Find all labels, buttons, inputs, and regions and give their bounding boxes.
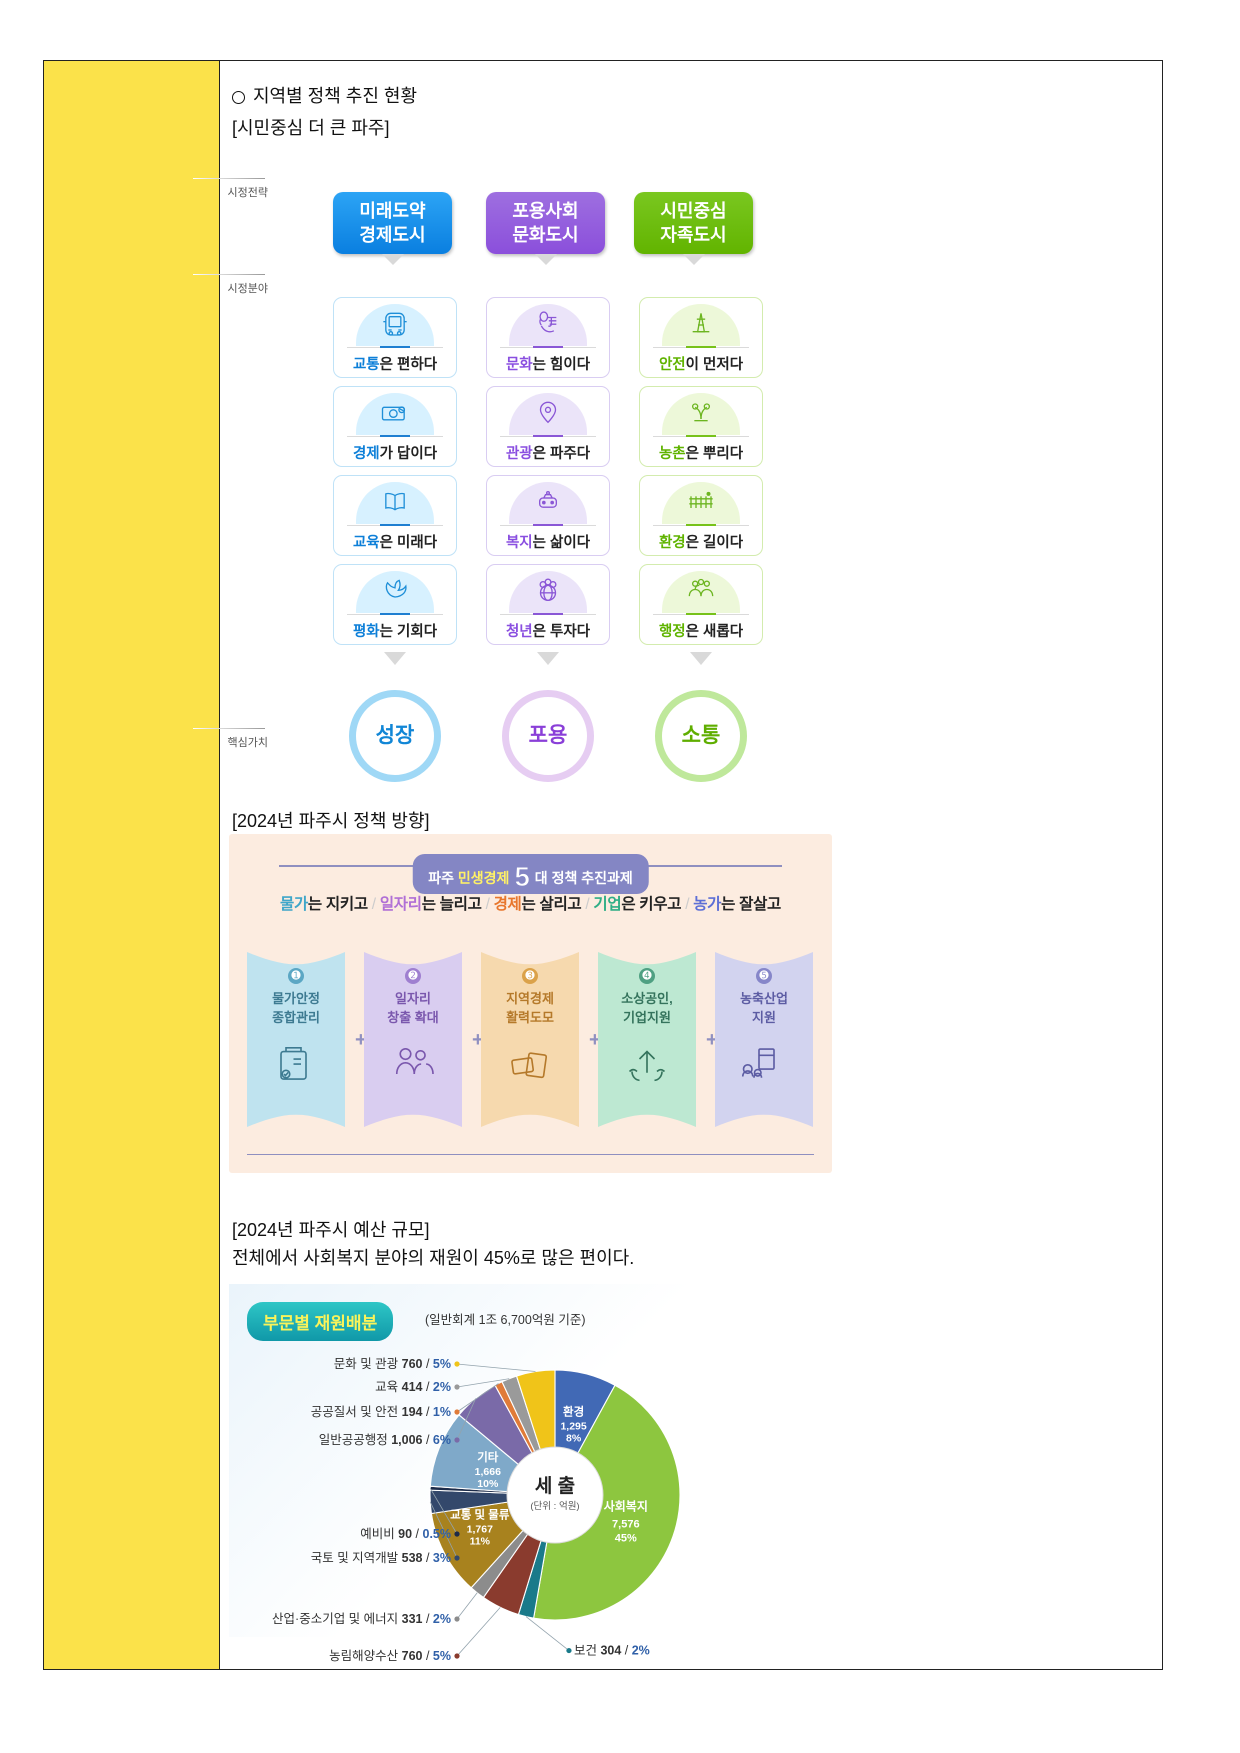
svg-text:사회복지: 사회복지 [604, 1499, 648, 1514]
svg-text:문화 및 관광 760 / 5%: 문화 및 관광 760 / 5% [334, 1357, 451, 1371]
svg-text:7,576: 7,576 [612, 1519, 640, 1531]
svg-text:11%: 11% [470, 1536, 491, 1548]
svg-text:(단위 : 억원): (단위 : 억원) [530, 1500, 579, 1512]
svg-text:일반공공행정 1,006 / 6%: 일반공공행정 1,006 / 6% [319, 1432, 451, 1447]
svg-text:국토 및 지역개발 538 / 3%: 국토 및 지역개발 538 / 3% [311, 1551, 451, 1565]
svg-text:예비비 90 / 0.5%: 예비비 90 / 0.5% [360, 1527, 451, 1541]
svg-text:10%: 10% [477, 1478, 499, 1490]
svg-text:보건 304 / 2%: 보건 304 / 2% [574, 1644, 650, 1658]
svg-text:45%: 45% [615, 1533, 637, 1545]
svg-text:1,295: 1,295 [560, 1420, 586, 1432]
svg-text:기타: 기타 [477, 1450, 499, 1464]
svg-text:공공질서 및 안전 194 / 1%: 공공질서 및 안전 194 / 1% [311, 1405, 451, 1419]
svg-text:1,767: 1,767 [467, 1524, 493, 1536]
svg-text:세 출: 세 출 [535, 1475, 575, 1497]
svg-text:1,666: 1,666 [475, 1466, 501, 1478]
svg-text:교육 414 / 2%: 교육 414 / 2% [375, 1380, 451, 1394]
svg-text:농림해양수산 760 / 5%: 농림해양수산 760 / 5% [329, 1649, 451, 1663]
svg-text:환경: 환경 [563, 1404, 584, 1418]
svg-text:산업·중소기업 및 에너지 331 / 2%: 산업·중소기업 및 에너지 331 / 2% [272, 1612, 451, 1626]
svg-text:8%: 8% [566, 1432, 582, 1444]
svg-text:교통 및 물류: 교통 및 물류 [450, 1508, 510, 1522]
